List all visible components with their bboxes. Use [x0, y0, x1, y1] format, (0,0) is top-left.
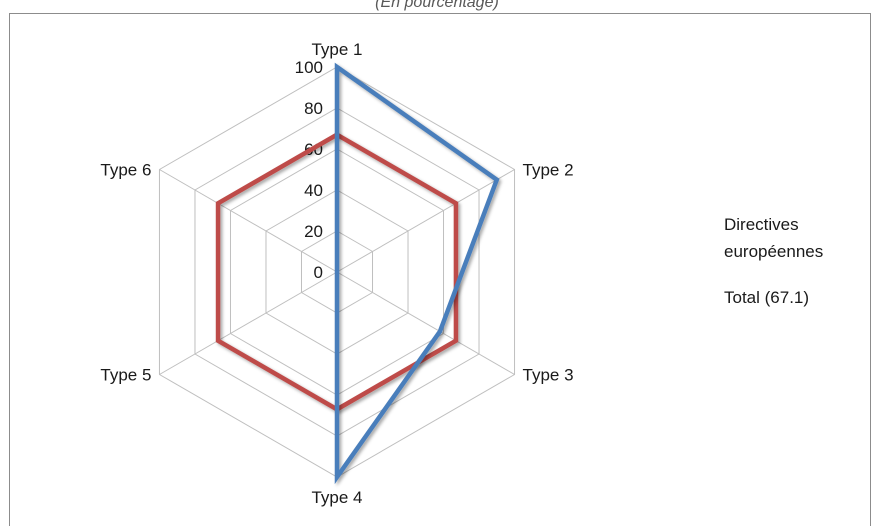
- grid-spoke: [336, 169, 515, 273]
- tick-label: 20: [304, 222, 323, 241]
- category-label: Type 1: [311, 40, 362, 59]
- category-label: Type 6: [100, 161, 151, 180]
- chart-frame: [9, 13, 871, 526]
- legend-label: Total (67.1): [724, 288, 809, 307]
- series-lines: [215, 62, 500, 485]
- category-label: Type 3: [523, 366, 574, 385]
- grid-spoke: [336, 271, 515, 375]
- category-label: Type 2: [523, 161, 574, 180]
- tick-label: 100: [295, 58, 323, 77]
- grid-spoke: [159, 169, 338, 273]
- category-labels: Type 1 Type 2 Type 3 Type 4 Type 5 Type 6: [100, 40, 573, 507]
- category-label: Type 5: [100, 366, 151, 385]
- tick-label: 0: [314, 263, 323, 282]
- legend-label: Directives européennes: [724, 215, 823, 261]
- tick-label: 40: [304, 181, 323, 200]
- grid-spoke: [159, 271, 338, 375]
- legend: Directives européennes Total (67.1): [662, 215, 823, 307]
- category-label: Type 4: [311, 488, 362, 507]
- chart-subtitle: (En pourcentage): [375, 0, 499, 11]
- series-line: [334, 62, 500, 485]
- tick-label: 80: [304, 99, 323, 118]
